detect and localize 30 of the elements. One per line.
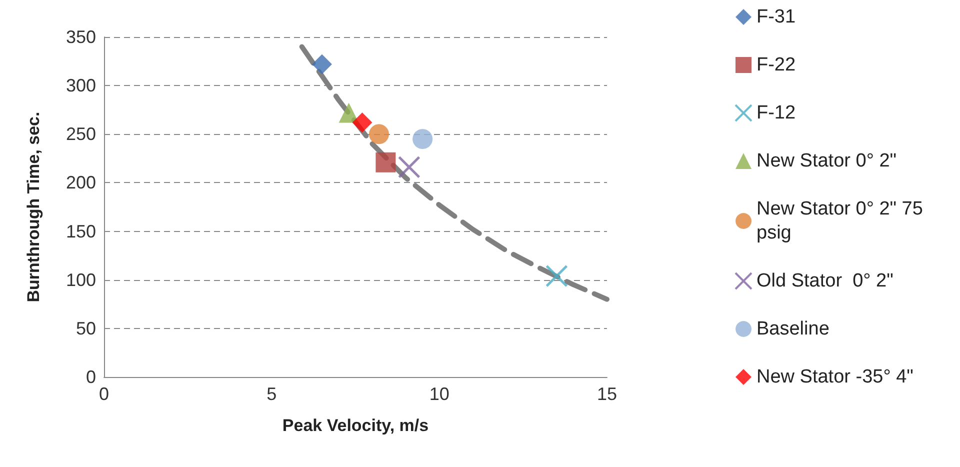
- x-tick-label: 0: [98, 384, 110, 404]
- legend-label: F-31: [756, 6, 796, 28]
- x-axis-title: Peak Velocity, m/s: [282, 416, 429, 435]
- legend-label: Baseline: [756, 318, 830, 340]
- y-tick-label: 50: [76, 318, 96, 338]
- point: [352, 112, 372, 132]
- y-axis-title: Burnthrough Time, sec.: [24, 112, 43, 302]
- y-tick-label: 300: [66, 76, 96, 96]
- x-tick-label: 10: [429, 384, 450, 404]
- legend-label: New Stator 0° 2" 75 psig: [756, 198, 928, 244]
- y-tick-label: 0: [86, 367, 96, 387]
- x-tick-label: 5: [266, 384, 277, 404]
- legend-label: Old Stator 0° 2": [756, 270, 894, 292]
- y-tick-label: 200: [66, 172, 96, 193]
- y-tick-label: 250: [66, 124, 96, 144]
- y-tick-label: 100: [66, 270, 96, 290]
- legend-label: F-12: [756, 102, 796, 124]
- point: [338, 102, 359, 123]
- point: [368, 124, 389, 144]
- legend-label: New Stator -35° 4": [756, 366, 914, 388]
- legend-label: F-22: [756, 54, 796, 76]
- x-tick-label: 15: [596, 384, 618, 404]
- legend-label: New Stator 0° 2": [756, 150, 897, 172]
- point: [398, 156, 420, 178]
- y-tick-label: 350: [66, 27, 96, 47]
- point: [545, 264, 568, 288]
- y-tick-label: 150: [66, 221, 96, 242]
- point: [376, 152, 396, 172]
- point: [312, 54, 332, 74]
- point: [412, 129, 433, 149]
